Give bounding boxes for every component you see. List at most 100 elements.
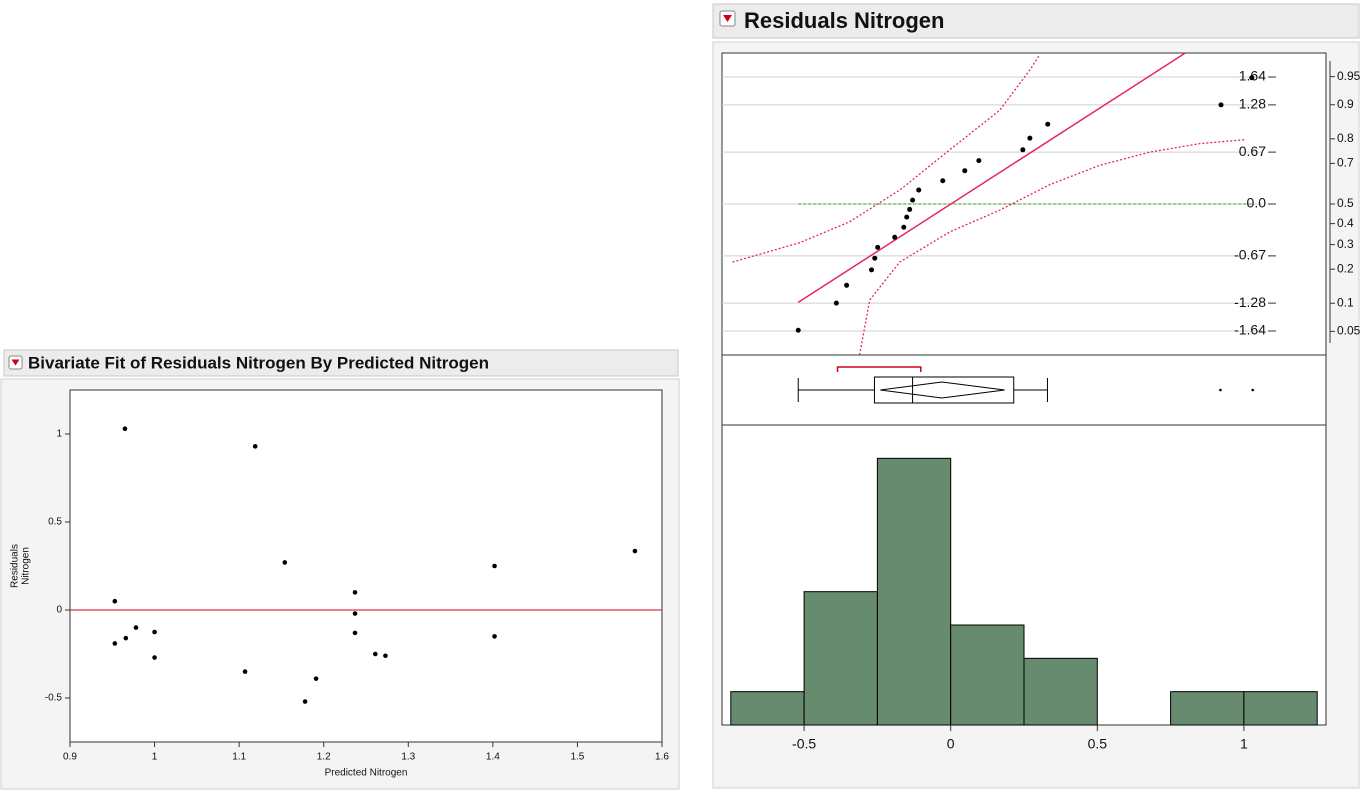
outlier <box>1219 388 1222 392</box>
y-tick-label: 0 <box>56 605 62 616</box>
point <box>1045 121 1051 127</box>
point <box>833 300 839 306</box>
x-tick-label: 1.2 <box>317 752 331 763</box>
point <box>904 214 910 220</box>
y-tick-label: -1.64 <box>1234 322 1266 338</box>
x-tick-label: 0 <box>947 736 955 752</box>
point <box>133 625 139 630</box>
histogram-bar <box>950 624 1025 726</box>
point <box>872 255 878 261</box>
histogram-bar <box>803 591 878 726</box>
y-tick-label: 0.0 <box>1247 195 1267 211</box>
point <box>910 197 916 203</box>
panel-header <box>712 3 1360 39</box>
y2-tick-label: 0.7 <box>1337 156 1354 170</box>
confidence-band <box>732 54 1041 263</box>
shortest-half <box>836 366 922 372</box>
y-tick-label: 0.67 <box>1239 143 1266 159</box>
y-tick-label: 1 <box>56 429 62 440</box>
y2-tick-label: 0.05 <box>1337 324 1361 338</box>
point <box>962 168 968 174</box>
point <box>112 598 118 604</box>
y-axis-label: Nitrogen <box>21 547 32 585</box>
x-tick-label: 1 <box>1240 736 1248 752</box>
y-tick-label: 0.5 <box>48 517 62 528</box>
point <box>152 655 157 660</box>
point <box>844 282 850 288</box>
point <box>907 206 913 212</box>
point <box>242 669 248 674</box>
y2-tick-label: 0.4 <box>1337 216 1354 230</box>
panel-title: Residuals Nitrogen <box>744 8 944 33</box>
point <box>632 548 638 554</box>
point <box>1249 75 1255 81</box>
point <box>1218 102 1224 108</box>
histogram-bar <box>1170 691 1245 726</box>
x-tick-label: 1.3 <box>401 752 415 763</box>
x-tick-label: 1.6 <box>655 752 669 763</box>
point <box>373 651 378 657</box>
histogram-bar <box>1023 657 1098 726</box>
histogram-bar <box>730 691 805 726</box>
point <box>352 590 358 595</box>
point <box>916 187 922 193</box>
y-tick-label: -1.28 <box>1234 294 1266 310</box>
x-tick-label: 0.9 <box>63 752 77 763</box>
x-tick-label: -0.5 <box>792 736 816 752</box>
y-tick-label: 1.28 <box>1239 96 1266 112</box>
x-tick-label: 1.5 <box>570 752 584 763</box>
outlier <box>1251 388 1254 392</box>
point <box>313 676 319 681</box>
point <box>869 267 875 273</box>
confidence-band <box>858 139 1245 356</box>
point <box>122 426 128 432</box>
point <box>976 158 982 164</box>
point <box>940 178 946 184</box>
point <box>1020 147 1026 153</box>
x-tick-label: 0.5 <box>1088 736 1108 752</box>
disclosure-icon <box>11 359 20 366</box>
y2-tick-label: 0.8 <box>1337 131 1354 145</box>
x-axis-label: Predicted Nitrogen <box>325 768 408 779</box>
point <box>152 629 157 635</box>
y2-tick-label: 0.2 <box>1337 261 1354 275</box>
point <box>352 611 358 616</box>
histogram-bar <box>1243 691 1318 726</box>
point <box>901 224 907 230</box>
point <box>282 560 288 565</box>
point <box>252 444 258 449</box>
y-axis-label: Residuals <box>10 544 21 588</box>
point <box>383 653 388 659</box>
panel-title: Bivariate Fit of Residuals Nitrogen By P… <box>28 353 489 372</box>
point <box>352 630 358 636</box>
y2-tick-label: 0.95 <box>1337 69 1361 83</box>
x-tick-label: 1 <box>152 752 158 763</box>
point <box>875 244 881 250</box>
box <box>873 376 1015 404</box>
histogram-bar <box>876 457 952 726</box>
point <box>892 234 898 240</box>
point <box>492 634 497 639</box>
y2-tick-label: 0.1 <box>1337 295 1354 309</box>
point <box>302 699 308 704</box>
y2-tick-label: 0.3 <box>1337 237 1354 251</box>
y-tick-label: -0.5 <box>45 693 63 704</box>
point <box>492 563 497 569</box>
x-tick-label: 1.4 <box>486 752 500 763</box>
mean-diamond <box>880 381 1005 399</box>
y2-tick-label: 0.9 <box>1337 97 1354 111</box>
x-tick-label: 1.1 <box>232 752 246 763</box>
y2-tick-label: 0.5 <box>1337 196 1354 210</box>
panel-header <box>3 349 679 377</box>
fit-line <box>797 52 1186 303</box>
y-tick-label: -0.67 <box>1234 247 1266 263</box>
point <box>112 641 118 646</box>
point <box>123 635 129 641</box>
point <box>1027 135 1033 141</box>
plot-area <box>69 389 663 743</box>
disclosure-icon <box>723 15 732 22</box>
point <box>795 327 801 333</box>
